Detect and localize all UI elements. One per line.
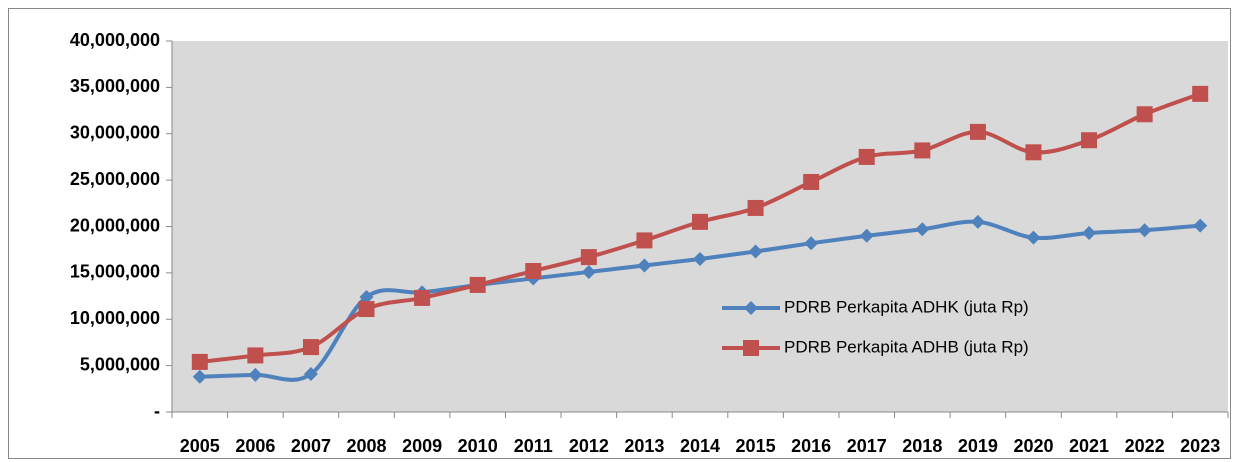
marker <box>1192 85 1209 102</box>
x-tick-label: 2018 <box>902 436 942 456</box>
marker <box>525 263 542 280</box>
marker <box>192 369 207 384</box>
x-tick-label: 2005 <box>180 436 220 456</box>
x-tick-label: 2015 <box>736 436 776 456</box>
x-tick-label: 2016 <box>791 436 831 456</box>
marker <box>748 244 763 259</box>
marker <box>970 214 985 229</box>
x-tick-label: 2011 <box>514 436 553 456</box>
y-tick-label: 5,000,000 <box>80 354 160 374</box>
marker <box>743 340 759 356</box>
marker <box>915 222 930 237</box>
y-tick-label: 25,000,000 <box>70 169 160 189</box>
marker <box>358 301 375 318</box>
marker <box>744 301 758 315</box>
marker <box>359 289 374 304</box>
y-tick-label: 10,000,000 <box>70 308 160 328</box>
y-tick-label: 15,000,000 <box>70 262 160 282</box>
y-tick-label: 35,000,000 <box>70 76 160 96</box>
marker <box>859 228 874 243</box>
marker <box>303 366 318 381</box>
x-tick-label: 2022 <box>1125 436 1165 456</box>
x-tick-label: 2023 <box>1180 436 1220 456</box>
marker <box>804 236 819 251</box>
marker <box>247 347 264 364</box>
marker <box>1137 223 1152 238</box>
x-tick-label: 2017 <box>847 436 887 456</box>
marker <box>637 258 652 273</box>
marker <box>469 276 486 293</box>
x-tick-label: 2021 <box>1069 436 1109 456</box>
marker <box>1026 230 1041 245</box>
x-tick-label: 2008 <box>347 436 387 456</box>
legend-label: PDRB Perkapita ADHK (juta Rp) <box>784 297 1029 316</box>
x-tick-label: 2020 <box>1013 436 1053 456</box>
marker <box>1082 225 1097 240</box>
marker <box>1136 106 1153 123</box>
marker <box>636 232 653 249</box>
marker <box>692 213 708 230</box>
y-tick-label: - <box>154 401 160 421</box>
marker <box>969 123 986 140</box>
y-tick-label: 20,000,000 <box>70 215 160 235</box>
x-tick-label: 2013 <box>624 436 664 456</box>
x-tick-label: 2007 <box>291 436 331 456</box>
legend-label: PDRB Perkapita ADHB (juta Rp) <box>784 337 1029 356</box>
x-tick-label: 2009 <box>402 436 442 456</box>
x-tick-label: 2019 <box>958 436 998 456</box>
x-tick-label: 2012 <box>569 436 609 456</box>
marker <box>1025 144 1042 161</box>
marker <box>1081 132 1098 149</box>
x-tick-label: 2010 <box>458 436 498 456</box>
marker <box>414 289 431 306</box>
marker <box>302 339 319 356</box>
marker <box>803 173 820 190</box>
marker <box>580 249 597 266</box>
y-tick-label: 30,000,000 <box>70 123 160 143</box>
y-tick-label: 40,000,000 <box>70 30 160 50</box>
marker <box>693 251 707 266</box>
marker <box>1193 218 1208 233</box>
x-tick-label: 2014 <box>680 436 720 456</box>
marker <box>581 264 596 279</box>
marker <box>747 199 764 216</box>
marker <box>858 148 875 165</box>
x-tick-label: 2006 <box>235 436 275 456</box>
marker <box>248 367 263 382</box>
marker <box>914 142 931 159</box>
marker <box>191 353 208 370</box>
